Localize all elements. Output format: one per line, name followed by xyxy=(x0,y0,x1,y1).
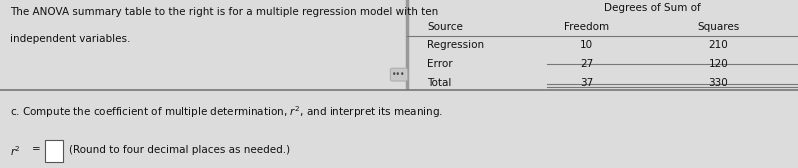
Text: •••: ••• xyxy=(393,70,405,79)
FancyBboxPatch shape xyxy=(45,140,63,162)
Text: c. Compute the coefficient of multiple determination, $r^{2}$, and interpret its: c. Compute the coefficient of multiple d… xyxy=(10,104,444,120)
Text: Source: Source xyxy=(427,22,463,32)
Text: 10: 10 xyxy=(580,40,593,50)
Text: The ANOVA summary table to the right is for a multiple regression model with ten: The ANOVA summary table to the right is … xyxy=(10,7,439,17)
Text: Freedom: Freedom xyxy=(564,22,609,32)
Text: $r^{2}$: $r^{2}$ xyxy=(10,144,21,158)
Text: Total: Total xyxy=(427,78,452,88)
Text: 120: 120 xyxy=(709,59,728,69)
Text: independent variables.: independent variables. xyxy=(10,34,131,44)
Text: Error: Error xyxy=(427,59,452,69)
Text: 27: 27 xyxy=(580,59,593,69)
Text: 37: 37 xyxy=(580,78,593,88)
Text: =: = xyxy=(32,144,41,155)
Text: 210: 210 xyxy=(709,40,728,50)
Text: (Round to four decimal places as needed.): (Round to four decimal places as needed.… xyxy=(69,144,290,155)
Text: Squares: Squares xyxy=(697,22,739,32)
Text: 330: 330 xyxy=(709,78,728,88)
Text: Degrees of Sum of: Degrees of Sum of xyxy=(604,3,701,13)
Text: Regression: Regression xyxy=(427,40,484,50)
